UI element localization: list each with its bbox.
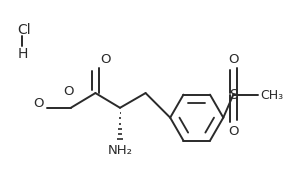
Text: O: O	[228, 52, 238, 65]
Text: CH₃: CH₃	[261, 89, 284, 102]
Text: O: O	[228, 125, 238, 137]
Text: O: O	[100, 54, 111, 66]
Text: NH₂: NH₂	[107, 144, 132, 157]
Text: H: H	[18, 47, 28, 61]
Text: Cl: Cl	[18, 23, 31, 37]
Text: S: S	[229, 88, 238, 102]
Text: O: O	[64, 85, 74, 98]
Text: O: O	[33, 97, 43, 110]
